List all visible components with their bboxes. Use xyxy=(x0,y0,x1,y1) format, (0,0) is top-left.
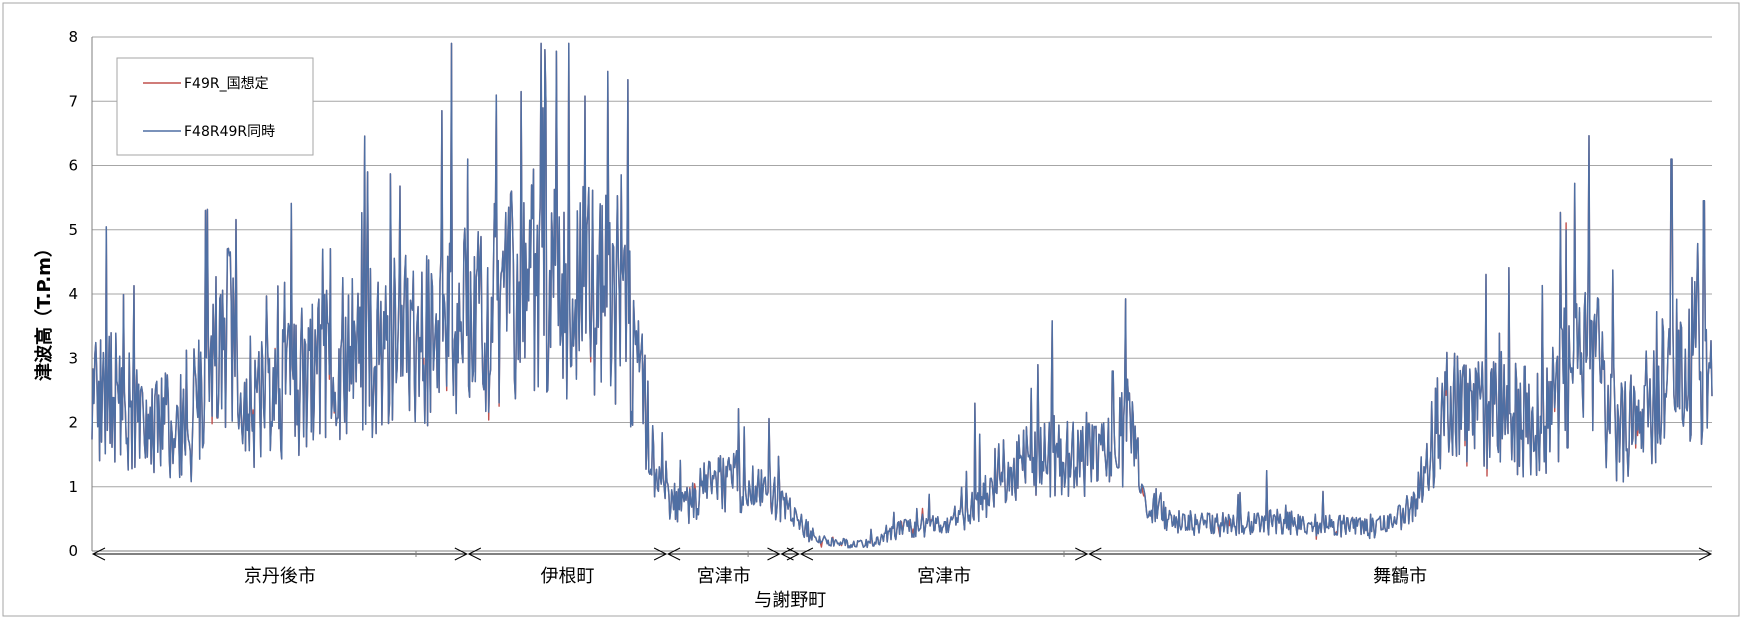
region-label-1: 伊根町 xyxy=(540,566,594,587)
legend: F49R_国想定 F48R49R同時 xyxy=(116,57,314,156)
region-arrowhead-left-2 xyxy=(666,547,681,561)
y-tick-label-1: 1 xyxy=(68,478,78,496)
region-arrowhead-left-3 xyxy=(780,547,794,561)
region-arrowhead-right-5 xyxy=(1698,547,1713,561)
legend-label-f49r: F49R_国想定 xyxy=(184,76,269,92)
region-arrowhead-right-4 xyxy=(1075,547,1089,561)
region-arrowhead-right-1 xyxy=(653,547,668,561)
region-arrowhead-left-5 xyxy=(1088,547,1102,561)
region-arrowhead-left-1 xyxy=(467,547,482,561)
y-tick-labels: 0 1 2 3 4 5 6 7 8 xyxy=(68,28,78,560)
y-tick-label-4: 4 xyxy=(68,285,78,303)
y-tick-label-6: 6 xyxy=(68,157,78,175)
region-label-3: 与謝野町 xyxy=(754,590,826,611)
y-tick-label-7: 7 xyxy=(68,92,78,110)
region-label-0: 京丹後市 xyxy=(244,566,316,587)
series-line-1 xyxy=(91,42,1713,549)
legend-box xyxy=(116,57,314,156)
region-arrowhead-right-2 xyxy=(767,547,781,561)
y-tick-label-8: 8 xyxy=(68,28,78,46)
y-tick-label-3: 3 xyxy=(68,349,78,367)
legend-label-f48r49r: F48R49R同時 xyxy=(184,124,275,140)
series-layer xyxy=(91,42,1713,549)
y-tick-label-2: 2 xyxy=(68,414,78,432)
region-arrowhead-right-3 xyxy=(786,547,801,561)
region-label-4: 宮津市 xyxy=(917,566,971,587)
region-arrowhead-left-4 xyxy=(799,547,814,561)
grid-lines xyxy=(91,36,1712,552)
region-arrowhead-left-0 xyxy=(91,547,106,561)
y-axis-label: 津波高（T.P.m） xyxy=(33,239,55,381)
y-tick-label-5: 5 xyxy=(68,221,78,239)
region-label-2: 宮津市 xyxy=(697,566,751,587)
y-tick-label-0: 0 xyxy=(68,542,78,560)
region-label-5: 舞鶴市 xyxy=(1373,566,1427,587)
region-arrowhead-right-0 xyxy=(454,547,468,561)
